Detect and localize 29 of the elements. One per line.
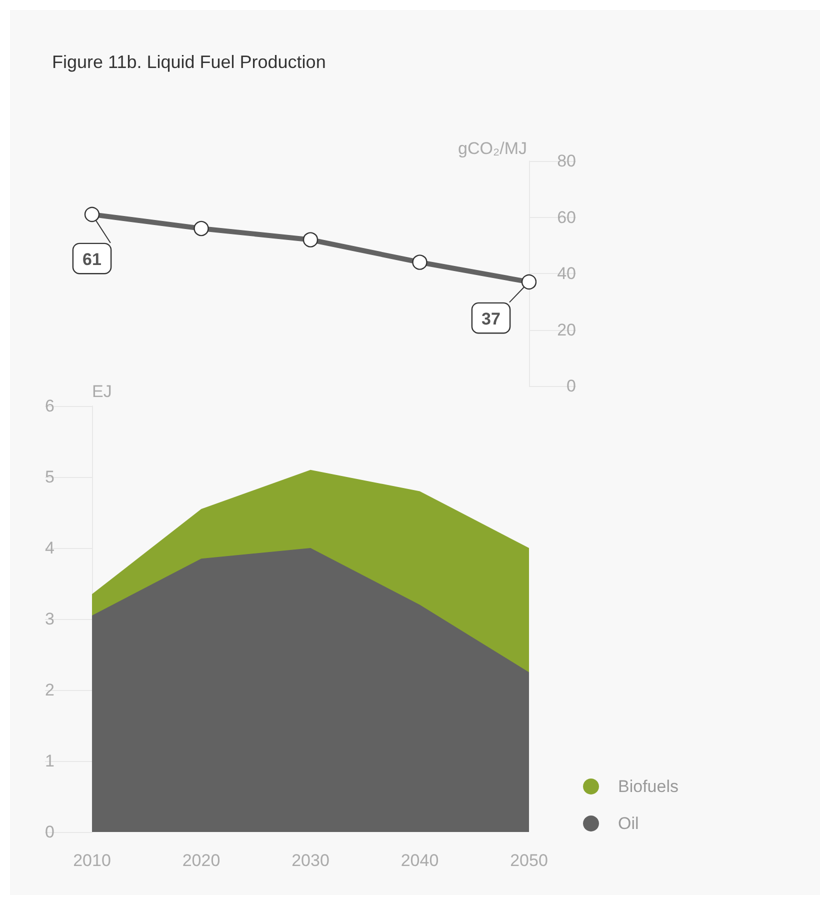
y-tick-label: 1 <box>45 752 54 770</box>
point <box>412 254 428 270</box>
y-tick-label: 60 <box>557 208 576 227</box>
y-tick-label: 0 <box>45 822 54 842</box>
y-axis-title: EJ <box>92 382 112 401</box>
x-tick-label: 2030 <box>292 851 330 870</box>
x-tick-label: 2050 <box>510 851 548 870</box>
y-tick-label: 6 <box>45 396 54 416</box>
y-axis-title: gCO₂/MJ <box>458 139 527 158</box>
y-tick-label: 0 <box>566 376 576 396</box>
legend-label: Biofuels <box>618 777 678 796</box>
y-tick-label: 5 <box>45 468 54 486</box>
point <box>302 232 318 248</box>
data-label: 37 <box>482 310 500 329</box>
y-tick-label: 2 <box>45 680 54 700</box>
point <box>194 220 209 236</box>
point <box>84 206 100 222</box>
point <box>521 274 537 290</box>
x-tick-label: 2010 <box>73 851 111 870</box>
data-label: 61 <box>82 250 102 270</box>
legend-label: Oil <box>618 814 639 833</box>
x-tick-label: 2020 <box>182 851 220 870</box>
y-tick-label: 3 <box>45 610 54 628</box>
y-tick-label: 80 <box>557 152 576 170</box>
y-tick-label: 4 <box>45 538 54 558</box>
x-tick-label: 2040 <box>400 851 439 870</box>
y-tick-label: 20 <box>557 320 576 340</box>
y-tick-label: 40 <box>557 264 576 283</box>
chart-title: Figure 11b. Liquid Fuel Production <box>52 52 326 72</box>
